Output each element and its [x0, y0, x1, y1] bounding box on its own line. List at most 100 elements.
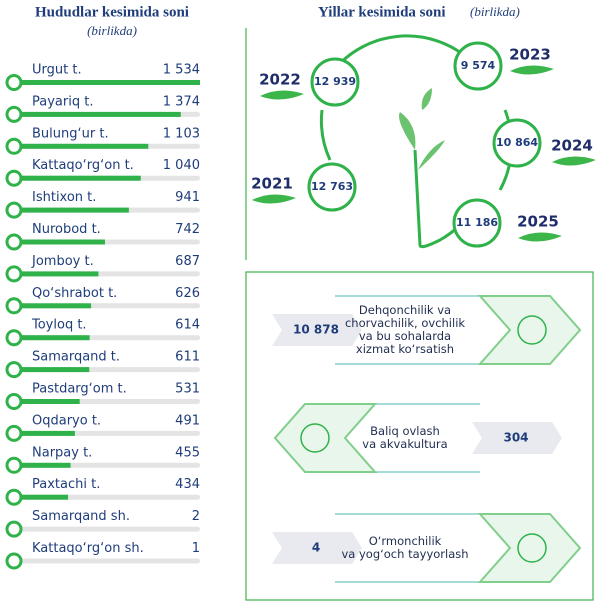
bar	[16, 207, 129, 213]
year-bubble	[453, 41, 503, 91]
value-tag	[272, 532, 362, 564]
bullet	[5, 456, 23, 474]
bar	[16, 111, 181, 117]
activity-value: 4	[312, 541, 320, 555]
bar	[16, 80, 200, 85]
region-value: 687	[175, 254, 200, 269]
value-tag	[472, 422, 562, 454]
bullet	[5, 233, 23, 251]
leaf	[518, 232, 562, 242]
leaves	[399, 88, 445, 170]
bullet	[5, 393, 23, 410]
leaf	[252, 194, 296, 204]
bar	[16, 239, 106, 245]
year: 2024	[551, 137, 593, 155]
activity-label: Baliq ovlash	[370, 424, 440, 438]
region-name: Payariq t.	[32, 94, 93, 109]
year-value: 12 763	[311, 180, 353, 193]
region-name: Nurobod t.	[32, 222, 101, 237]
bar	[16, 494, 69, 500]
region-value: 455	[175, 445, 200, 460]
bar	[16, 271, 99, 277]
region-value: 531	[175, 382, 200, 397]
chevron	[477, 513, 582, 583]
activity-label: va yog‘och tayyorlash	[341, 547, 468, 561]
bar-track	[16, 526, 200, 532]
icon	[517, 315, 547, 345]
activity-label: Dehqonchilik va	[359, 303, 451, 317]
region-value: 1 103	[163, 126, 200, 141]
region-name: Kattaqo‘rg‘on sh.	[32, 541, 144, 556]
bullet	[5, 169, 23, 187]
bullet	[5, 329, 23, 347]
title: Hududlar kesimida soni	[35, 4, 189, 20]
icon	[517, 533, 547, 563]
chevron	[273, 403, 378, 473]
year-value: 12 939	[314, 75, 356, 88]
chevron	[477, 295, 582, 365]
icon	[300, 423, 330, 453]
region-name: Samarqand sh.	[32, 509, 130, 524]
region-value: 611	[175, 350, 200, 365]
bullet	[5, 552, 23, 570]
region-value: 491	[175, 413, 200, 428]
year: 2022	[259, 71, 301, 89]
years-title: Yillar kesimida soni (birlikda)	[318, 4, 520, 20]
subtitle: (birlikda)	[470, 4, 520, 19]
region-name: Paxtachi t.	[32, 477, 100, 492]
bar-track	[16, 558, 200, 564]
bullet	[5, 424, 23, 442]
region-name: Bulung‘ur t.	[32, 126, 109, 141]
bullet	[5, 361, 23, 379]
region-value: 1 534	[163, 63, 200, 78]
bullet	[5, 105, 23, 123]
region-value: 614	[175, 318, 200, 333]
bar	[16, 367, 90, 373]
bullet	[5, 265, 23, 283]
activity-label: O‘rmonchilik	[369, 534, 442, 548]
bullet	[5, 520, 23, 538]
region-name: Urgut t.	[32, 63, 82, 78]
activity-label: va akvakultura	[362, 437, 447, 451]
region-value: 1 374	[163, 94, 200, 109]
activity-label: va bu sohalarda	[359, 329, 451, 343]
region-value: 742	[175, 222, 200, 237]
bar	[16, 303, 92, 309]
bar	[16, 462, 71, 468]
bullet	[5, 488, 23, 506]
region-name: Samarqand t.	[32, 350, 120, 365]
region-value: 434	[175, 477, 200, 492]
value-tag	[272, 314, 362, 346]
activity-label: xizmat ko‘rsatish	[356, 342, 454, 356]
bar	[16, 430, 75, 436]
bullet	[5, 297, 23, 315]
year-bubble	[452, 198, 502, 248]
region-value: 941	[175, 190, 200, 205]
region-value: 1 040	[163, 158, 200, 173]
region-name: Jomboy t.	[31, 254, 94, 269]
year: 2021	[251, 175, 293, 193]
year-bubble	[307, 162, 357, 212]
leaf	[552, 156, 595, 166]
region-value: 1	[192, 541, 200, 556]
activity-value: 10 878	[293, 323, 339, 337]
region-name: Oqdaryo t.	[32, 413, 101, 428]
bullet	[5, 137, 23, 155]
leaf	[510, 65, 554, 75]
title: Yillar kesimida soni	[318, 4, 446, 20]
region-value: 2	[192, 509, 200, 524]
year: 2025	[517, 213, 559, 231]
region-name: Kattaqo‘rg‘on t.	[32, 158, 134, 173]
bullet	[5, 74, 23, 91]
bar	[16, 399, 80, 404]
leaf	[260, 90, 304, 100]
year-bubble	[492, 118, 542, 168]
bar	[16, 335, 90, 341]
year-value: 11 186	[456, 216, 498, 229]
year: 2023	[509, 46, 551, 64]
region-name: Narpay t.	[32, 445, 92, 460]
region-name: Pastdarg‘om t.	[32, 382, 127, 397]
region-value: 626	[175, 286, 200, 301]
subtitle: (birlikda)	[87, 23, 137, 38]
